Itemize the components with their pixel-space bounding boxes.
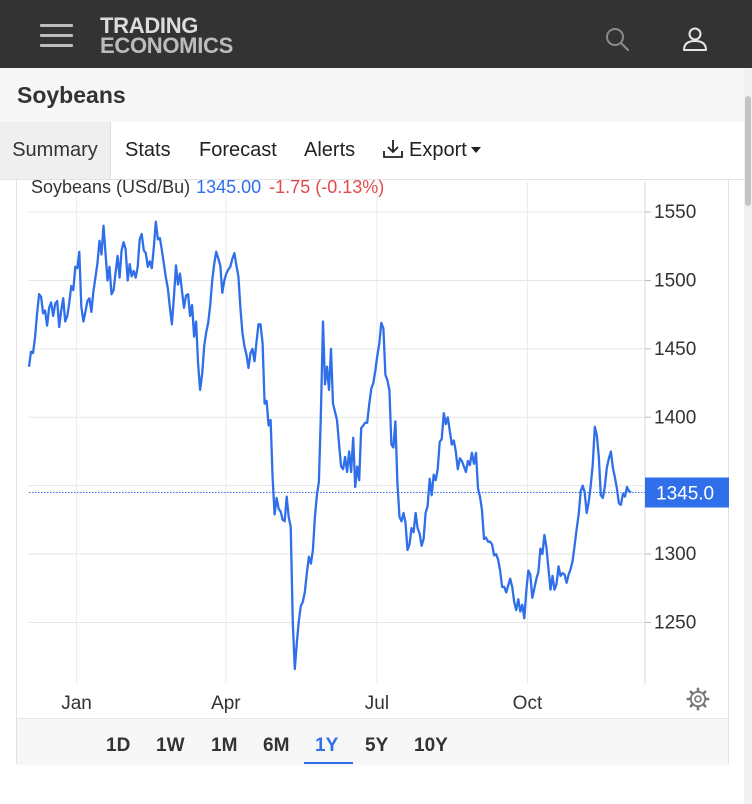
series-line-soybeans bbox=[27, 220, 632, 671]
y-tick-label: 1400 bbox=[654, 407, 696, 428]
download-icon bbox=[383, 140, 403, 158]
range-1m-button[interactable]: 1M bbox=[211, 735, 238, 756]
range-6m-button[interactable]: 6M bbox=[263, 735, 290, 756]
range-10y-button[interactable]: 10Y bbox=[414, 735, 448, 756]
x-tick-label: Oct bbox=[513, 693, 543, 714]
page-scrollbar[interactable] bbox=[744, 68, 752, 804]
x-tick-label: Jan bbox=[61, 693, 92, 714]
tab-alerts[interactable]: Alerts bbox=[304, 139, 356, 161]
range-1d-button[interactable]: 1D bbox=[106, 735, 131, 756]
current-price-label: 1345.0 bbox=[656, 484, 714, 505]
tab-stats[interactable]: Stats bbox=[125, 139, 171, 161]
chart-change: -1.75 (-0.13%) bbox=[269, 177, 385, 197]
title-bar: Soybeans bbox=[0, 68, 744, 123]
range-1w-button[interactable]: 1W bbox=[156, 735, 185, 756]
x-tick-label: Jul bbox=[365, 693, 389, 714]
current-price-tag-box bbox=[645, 477, 729, 508]
y-tick-label: 1450 bbox=[654, 339, 696, 360]
chart-price: 1345.00 bbox=[196, 177, 262, 197]
trading-economics-logo[interactable]: TRADING ECONOMICS bbox=[100, 13, 233, 58]
y-tick-label: 1300 bbox=[654, 544, 696, 565]
y-tick-label: 1550 bbox=[654, 202, 696, 223]
chevron-down-icon bbox=[470, 147, 481, 153]
chart-header: Soybeans (USd/Bu) 1345.00 -1.75 (-0.13%) bbox=[31, 177, 384, 198]
tab-forecast[interactable]: Forecast bbox=[199, 139, 277, 161]
active-range-underline bbox=[304, 762, 353, 764]
range-5y-button[interactable]: 5Y bbox=[365, 735, 389, 756]
tab-summary[interactable]: Summary bbox=[0, 122, 111, 179]
x-axis: Jan Apr Jul Oct bbox=[61, 693, 543, 714]
hamburger-menu-icon[interactable] bbox=[40, 24, 73, 48]
chart-series-name: Soybeans (USd/Bu) bbox=[31, 177, 191, 197]
range-selector: 1D 1W 1M 6M 1Y 5Y 10Y bbox=[17, 718, 728, 765]
logo-line-2: ECONOMICS bbox=[100, 33, 233, 58]
tab-bar: Summary Stats Forecast Alerts Export bbox=[0, 122, 744, 180]
gear-icon[interactable] bbox=[686, 687, 710, 711]
search-icon[interactable] bbox=[604, 26, 630, 52]
scrollbar-thumb[interactable] bbox=[745, 96, 751, 206]
y-tick-label: 1500 bbox=[654, 270, 696, 291]
x-tick-label: Apr bbox=[211, 693, 241, 714]
range-1y-button[interactable]: 1Y bbox=[315, 735, 339, 756]
user-icon[interactable] bbox=[682, 26, 708, 52]
current-price-tag: 1345.0 bbox=[645, 477, 729, 508]
page-title: Soybeans bbox=[17, 82, 126, 108]
y-tick-label: 1250 bbox=[654, 612, 696, 633]
top-navigation-bar: TRADING ECONOMICS bbox=[0, 0, 752, 68]
y-axis: 1250130013501400145015001550 bbox=[645, 202, 696, 633]
export-label: Export bbox=[409, 139, 467, 161]
tab-export[interactable]: Export bbox=[382, 122, 481, 179]
logo-line-1: TRADING bbox=[100, 13, 199, 38]
